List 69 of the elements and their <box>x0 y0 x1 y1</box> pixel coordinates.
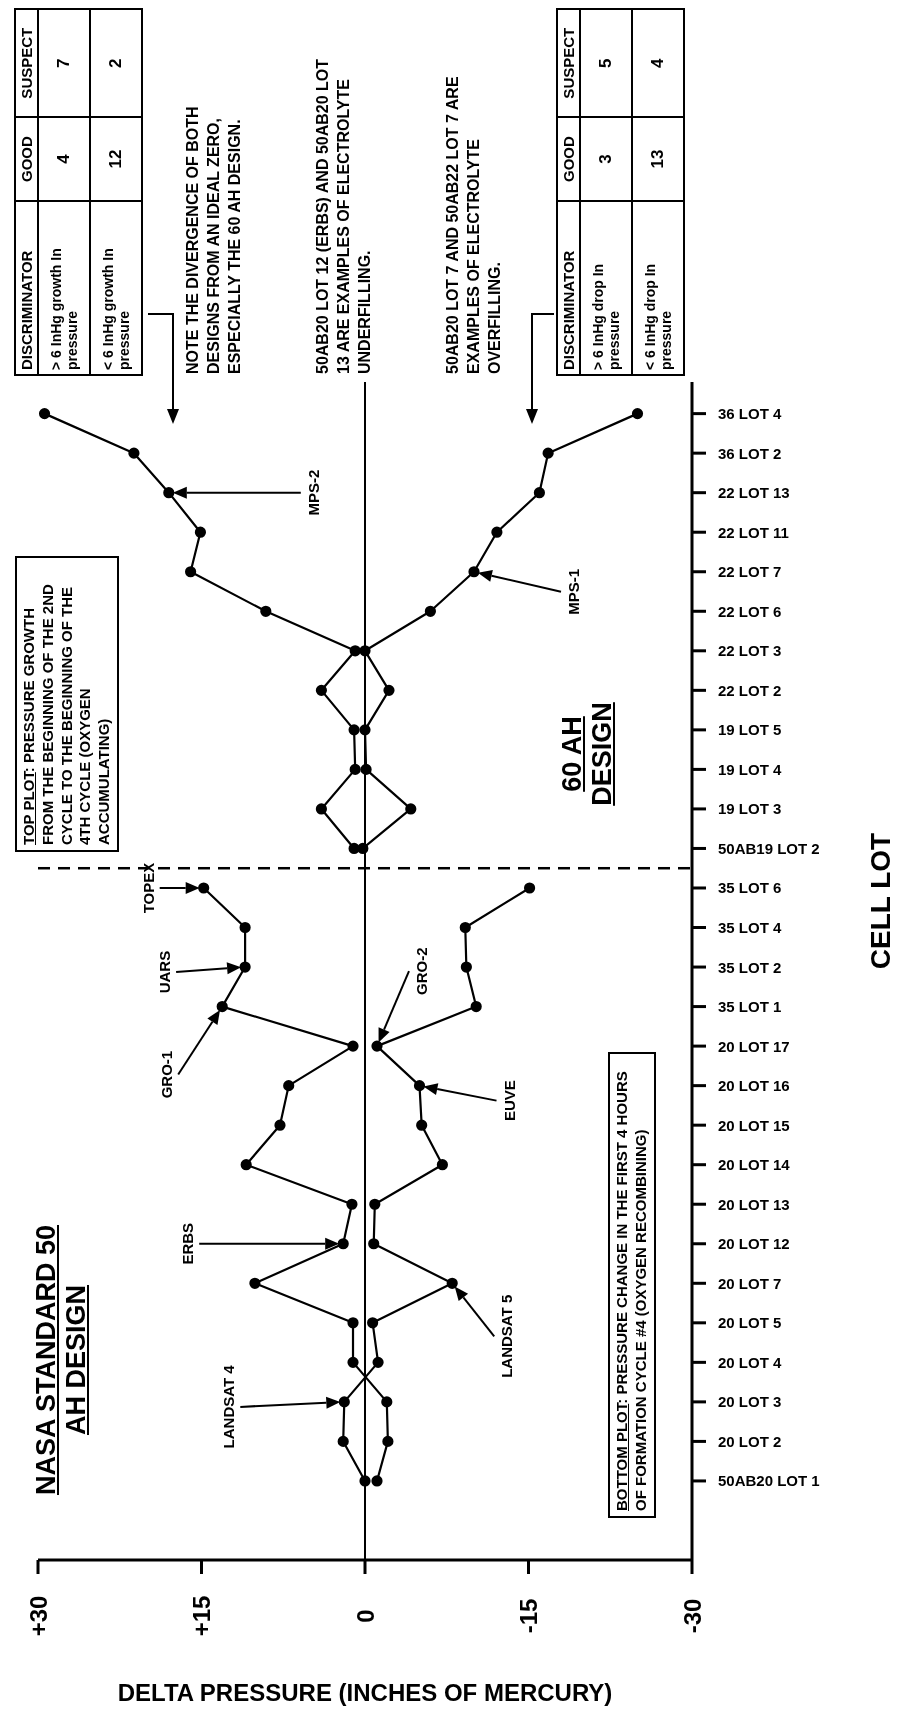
annotation: ERBS <box>179 1222 197 1265</box>
y-tick-label: 22 LOT 6 <box>718 602 782 620</box>
y-tick-label: 20 LOT 13 <box>718 1195 790 1213</box>
text: > 6 InHg growth In pressure <box>38 200 91 375</box>
x-axis-title: DELTA PRESSURE (INCHES OF MERCURY) <box>117 1678 613 1706</box>
y-tick-label: 35 LOT 1 <box>718 998 782 1016</box>
y-tick-label: 20 LOT 5 <box>718 1314 782 1332</box>
text: < 6 InHg drop In pressure <box>632 200 685 375</box>
y-tick-label: 50AB20 LOT 1 <box>718 1472 820 1490</box>
y-tick-label: 20 LOT 2 <box>718 1432 782 1450</box>
text: 12 <box>90 117 143 201</box>
y-tick-label: 19 LOT 5 <box>718 721 782 739</box>
annotation: MPS-1 <box>565 568 582 615</box>
annotation: LANDSAT 4 <box>220 1364 238 1449</box>
text: DISCRIMINATOR <box>15 200 39 375</box>
y-tick-label: 20 LOT 4 <box>718 1353 783 1371</box>
y-tick-label: 19 LOT 4 <box>718 760 783 778</box>
text: < 6 InHg growth In pressure <box>90 200 143 375</box>
y-tick-label: 35 LOT 6 <box>718 879 782 897</box>
annotation: 60 AH DESIGN <box>557 701 618 808</box>
annotation: NASA STANDARD 50 AH DESIGN <box>31 1224 92 1497</box>
y-tick-label: 22 LOT 3 <box>718 642 782 660</box>
annotation: TOPEX <box>139 862 157 914</box>
y-tick-label: 19 LOT 3 <box>718 800 782 818</box>
x-tick-label: 0 <box>351 1609 379 1623</box>
y-tick-label: 22 LOT 2 <box>718 681 782 699</box>
x-tick-label: -30 <box>678 1598 706 1634</box>
x-tick-label: +30 <box>24 1595 52 1637</box>
text: 3 <box>580 117 633 201</box>
x-tick-label: +15 <box>188 1595 215 1637</box>
text: > 6 InHg drop In pressure <box>580 200 633 375</box>
text: SUSPECT <box>15 9 39 118</box>
y-tick-label: 22 LOT 13 <box>718 484 790 502</box>
y-axis-title: CELL LOT <box>864 832 896 970</box>
annotation: GRO-2 <box>412 947 430 995</box>
y-tick-label: 20 LOT 15 <box>718 1116 790 1134</box>
annotation: LANDSAT 5 <box>498 1294 516 1378</box>
annotation: MPS-2 <box>304 469 322 516</box>
text: 7 <box>38 9 91 118</box>
y-tick-label: 20 LOT 17 <box>718 1037 790 1055</box>
y-tick-label: 20 LOT 12 <box>718 1235 790 1253</box>
y-tick-label: 20 LOT 14 <box>718 1156 791 1174</box>
y-tick-label: 22 LOT 11 <box>718 523 789 541</box>
y-tick-label: 35 LOT 4 <box>718 919 783 937</box>
text: GOOD <box>557 117 581 201</box>
annotation: UARS <box>156 950 174 994</box>
y-tick-label: 20 LOT 3 <box>718 1393 782 1411</box>
text: SUSPECT <box>557 9 581 118</box>
text: 50AB20 LOT 7 AND 50AB22 LOT 7 ARE EXAMPLES OF ELECTROLYTE OVERFILLING. <box>443 75 504 374</box>
text: 13 <box>632 117 685 201</box>
y-tick-label: 22 LOT 7 <box>718 563 782 581</box>
y-tick-label: 36 LOT 2 <box>718 444 782 462</box>
y-tick-label: 35 LOT 2 <box>718 958 782 976</box>
annotation: EUVE <box>500 1080 518 1122</box>
annotation: BOTTOM PLOT: PRESSURE CHANGE IN THE FIRST 4 HOURS OF FORMATION CYCLE #4 (OXYGEN RECOMBINING) <box>608 1052 656 1518</box>
text: 5 <box>580 9 633 118</box>
text: 2 <box>90 9 143 118</box>
text: DISCRIMINATOR <box>557 200 581 375</box>
text: 4 <box>38 117 91 201</box>
y-tick-label: 20 LOT 7 <box>718 1274 782 1292</box>
x-tick-label: -15 <box>515 1598 542 1634</box>
y-tick-label: 50AB19 LOT 2 <box>718 839 820 857</box>
y-tick-label: 36 LOT 4 <box>718 405 783 423</box>
y-tick-label: 20 LOT 16 <box>718 1077 790 1095</box>
annotation: GRO-1 <box>158 1050 176 1099</box>
text: 4 <box>632 9 685 118</box>
text: 50AB20 LOT 12 (ERBS) AND 50AB20 LOT 13 ARE EXAMPLES OF ELECTROLYTE UNDERFILLING. <box>313 57 374 374</box>
text: GOOD <box>15 117 39 201</box>
text: NOTE THE DIVERGENCE OF BOTH DESIGNS FROM AN IDEAL ZERO, ESPECIALLY THE 60 AH DESIGN. <box>183 105 244 374</box>
